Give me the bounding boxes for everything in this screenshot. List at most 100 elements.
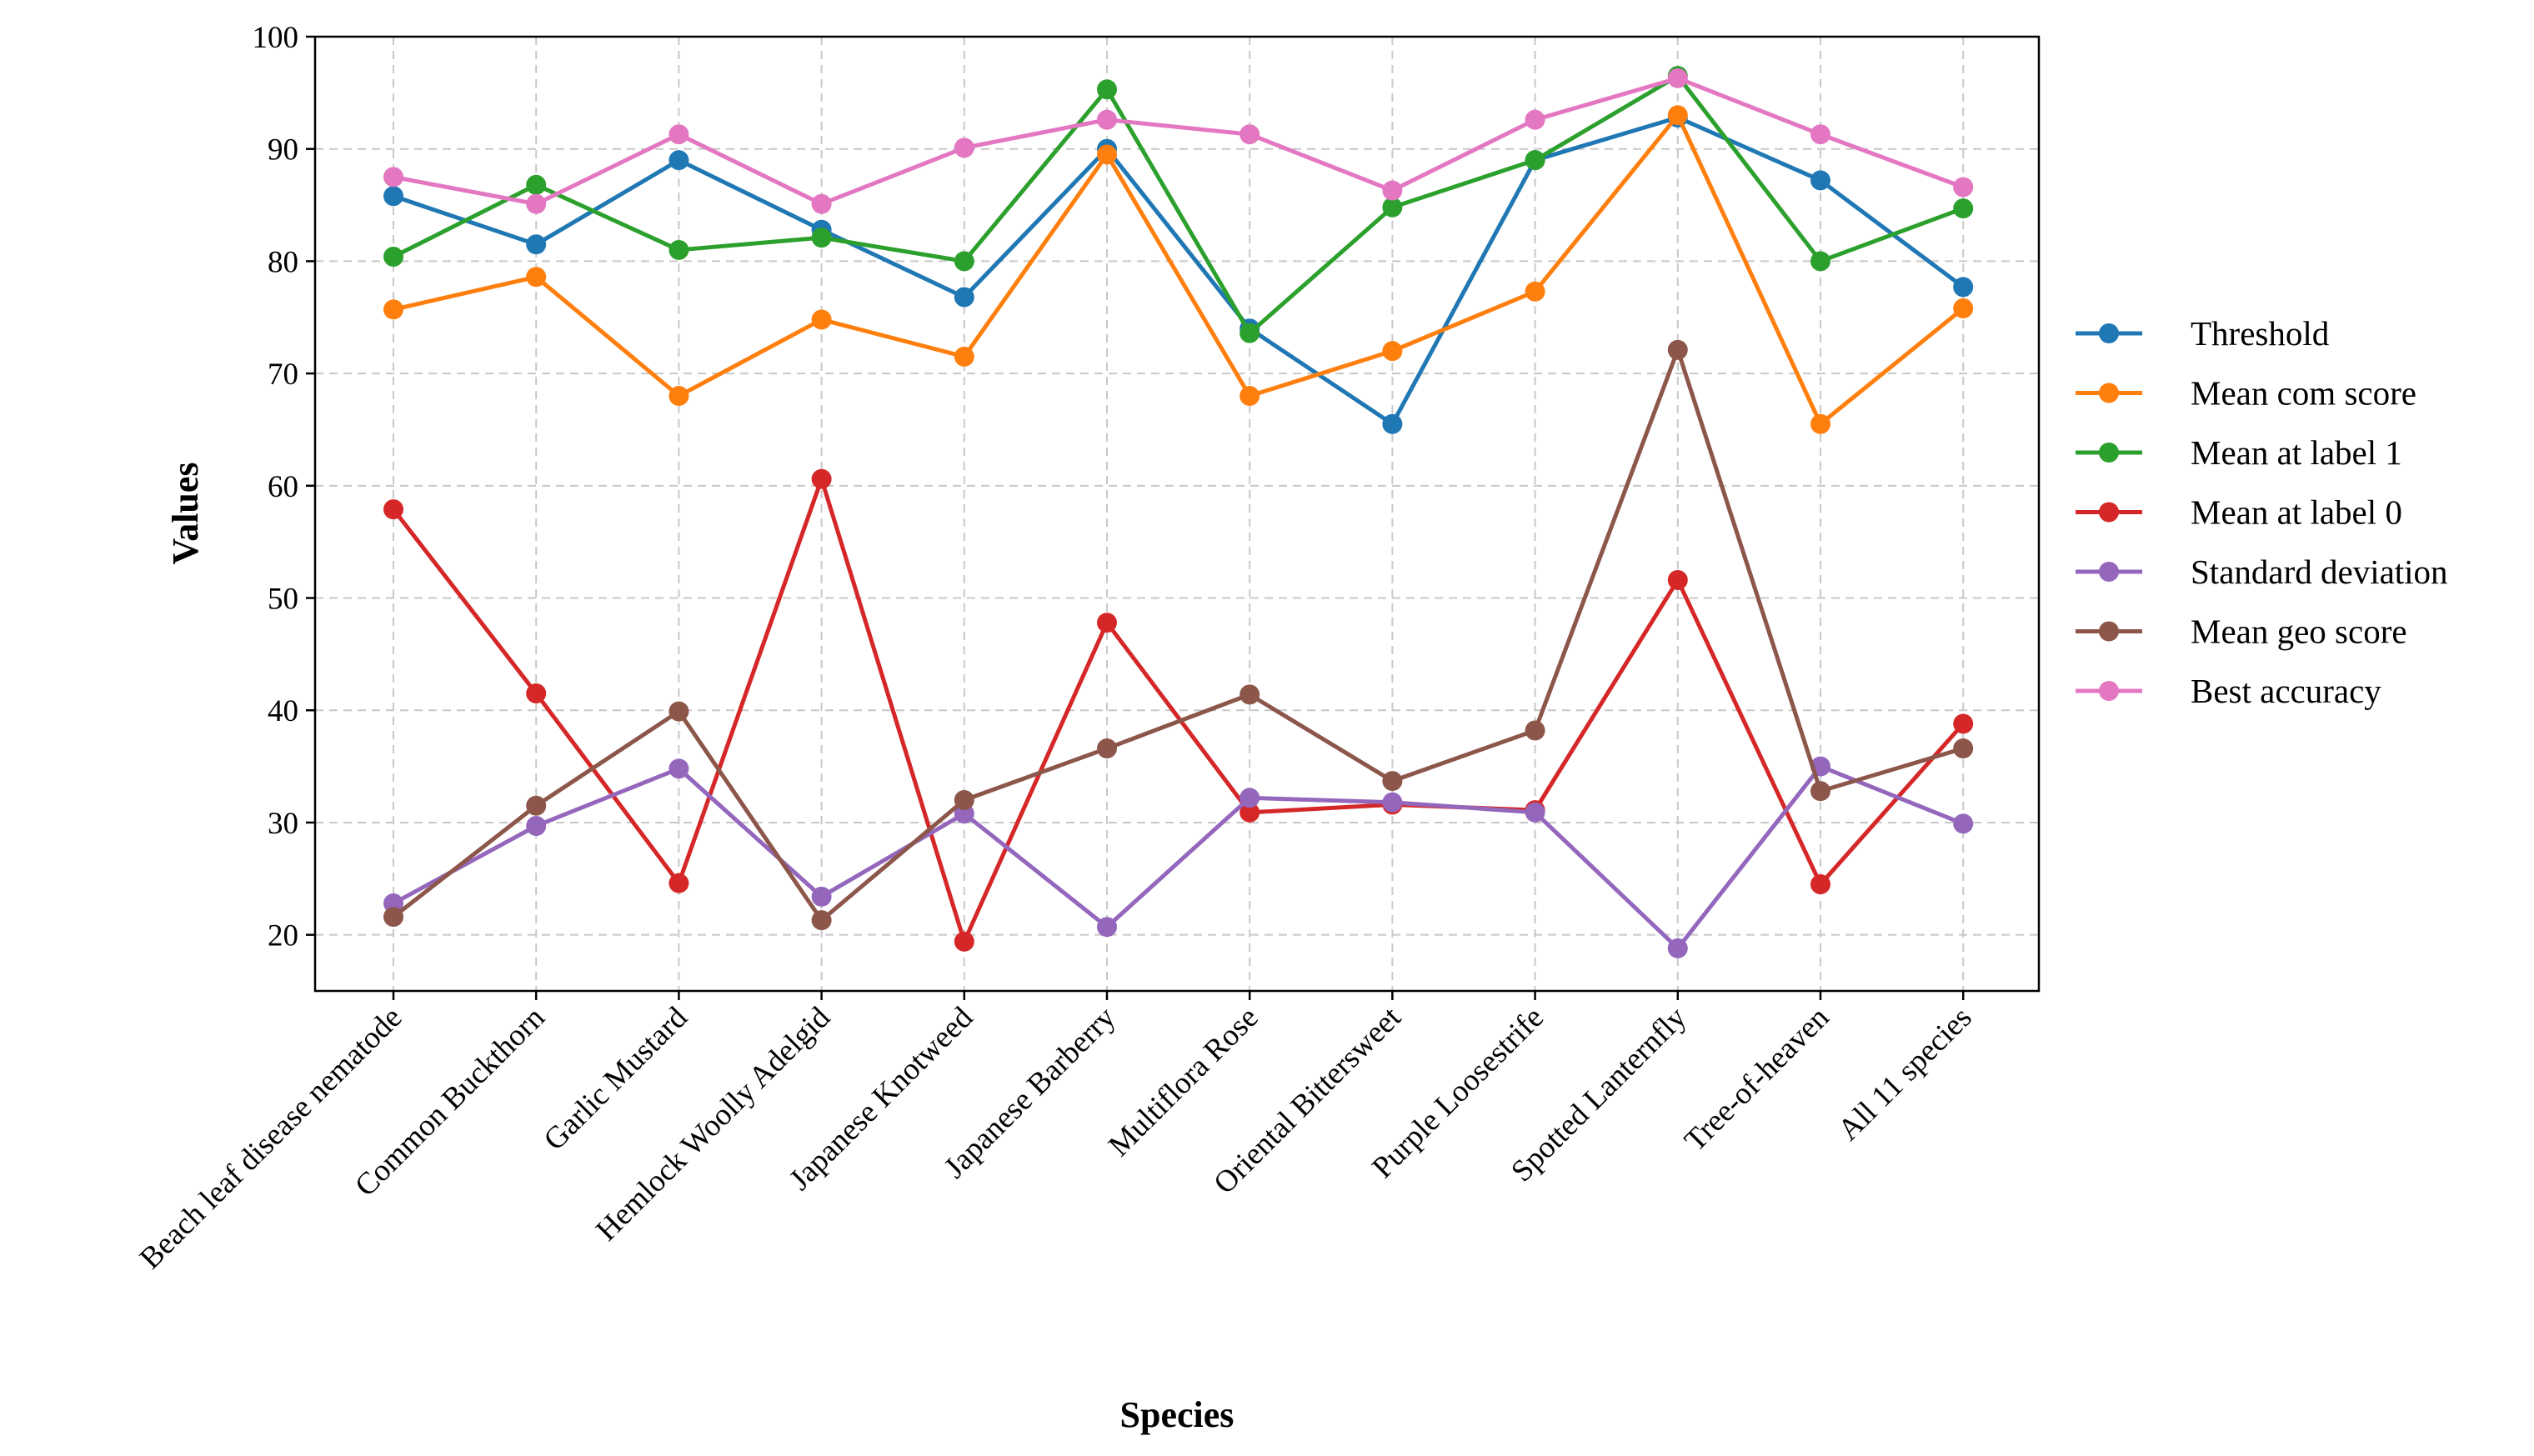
- data-point: [811, 193, 832, 214]
- data-point: [1525, 802, 1545, 823]
- legend-item: Threshold: [2076, 314, 2329, 353]
- y-tick-label: 90: [268, 133, 298, 168]
- data-point: [1097, 144, 1117, 165]
- legend-marker: [2099, 323, 2119, 343]
- series-4: [383, 756, 1974, 958]
- series-5: [383, 339, 1974, 931]
- x-tick-label: Garlic Mustard: [538, 1000, 694, 1157]
- y-tick-label: 100: [253, 21, 299, 55]
- data-point: [1667, 68, 1688, 88]
- data-point: [811, 468, 832, 489]
- legend-item: Best accuracy: [2076, 672, 2381, 710]
- series-0: [383, 107, 1974, 434]
- data-point: [1239, 323, 1260, 343]
- data-point: [1382, 180, 1403, 201]
- legend-marker: [2099, 621, 2119, 642]
- data-point: [1953, 277, 1974, 298]
- data-point: [1382, 341, 1403, 362]
- legend-label: Mean com score: [2191, 374, 2416, 413]
- data-point: [1097, 917, 1117, 938]
- legend-item: Standard deviation: [2076, 553, 2448, 591]
- data-point: [383, 167, 403, 188]
- x-tick-label: Tree-of-heaven: [1678, 1000, 1835, 1158]
- data-point: [1097, 738, 1117, 759]
- y-tick-label: 80: [268, 245, 298, 279]
- data-point: [383, 499, 403, 520]
- data-point: [526, 815, 547, 836]
- data-point: [1810, 874, 1830, 895]
- data-point: [1382, 792, 1403, 813]
- data-point: [669, 386, 689, 407]
- data-point: [954, 790, 974, 810]
- x-tick-label: Multiflora Rose: [1102, 1000, 1264, 1163]
- data-point: [1810, 124, 1830, 145]
- data-point: [954, 346, 974, 367]
- data-point: [1239, 788, 1260, 808]
- data-point: [669, 239, 689, 260]
- data-point: [1953, 713, 1974, 734]
- series-line: [392, 73, 1965, 336]
- x-tick-label: Hemlock Woolly Adelgid: [589, 1000, 837, 1248]
- legend-item: Mean at label 1: [2076, 433, 2402, 472]
- series-line: [392, 764, 1965, 951]
- data-point: [1953, 298, 1974, 318]
- data-point: [811, 309, 832, 330]
- data-point: [1525, 109, 1545, 130]
- data-point: [811, 886, 832, 907]
- data-point: [954, 287, 974, 308]
- data-point: [383, 247, 403, 268]
- data-point: [1667, 339, 1688, 360]
- data-point: [1239, 386, 1260, 407]
- data-point: [669, 124, 689, 145]
- data-point: [1239, 684, 1260, 705]
- y-axis: 20 30 40 50 60 70 80 90 100: [253, 21, 315, 953]
- data-point: [669, 701, 689, 722]
- grid-lines: [315, 36, 2039, 991]
- data-point: [1667, 105, 1688, 126]
- data-point: [1382, 197, 1403, 218]
- data-point: [1667, 569, 1688, 590]
- data-point: [954, 931, 974, 952]
- legend-label: Mean geo score: [2191, 613, 2407, 651]
- data-point: [811, 910, 832, 931]
- data-point: [1382, 771, 1403, 792]
- data-point: [1097, 79, 1117, 100]
- series-line: [392, 348, 1964, 923]
- data-point: [526, 795, 547, 816]
- legend-marker: [2099, 502, 2119, 523]
- legend-label: Threshold: [2191, 314, 2329, 353]
- legend-label: Standard deviation: [2191, 553, 2448, 591]
- legend: Threshold Mean com score Mean at label 1 Me…: [2076, 314, 2448, 710]
- series-2: [383, 66, 1974, 343]
- data-point: [1810, 781, 1830, 802]
- y-tick-label: 20: [268, 919, 298, 953]
- data-point: [1810, 170, 1830, 191]
- data-point: [1953, 738, 1974, 759]
- data-point: [669, 873, 689, 893]
- data-point: [954, 138, 974, 158]
- legend-marker: [2099, 383, 2119, 403]
- y-tick-label: 60: [268, 470, 298, 504]
- data-point: [1097, 109, 1117, 130]
- data-point: [383, 299, 403, 320]
- legend-label: Mean at label 1: [2191, 433, 2402, 472]
- data-point: [669, 758, 689, 779]
- data-point: [526, 234, 547, 255]
- series-line: [393, 113, 1965, 427]
- data-point: [526, 267, 547, 288]
- series-layer: [383, 66, 1974, 958]
- y-tick-label: 50: [268, 583, 298, 617]
- series-line: [393, 76, 1965, 207]
- data-point: [1953, 813, 1974, 834]
- legend-marker: [2099, 562, 2119, 582]
- legend-item: Mean at label 0: [2076, 493, 2402, 532]
- y-tick-label: 40: [268, 694, 298, 728]
- data-point: [1239, 802, 1260, 823]
- legend-label: Best accuracy: [2191, 672, 2381, 710]
- legend-marker: [2099, 681, 2119, 701]
- data-point: [1525, 150, 1545, 171]
- legend-marker: [2099, 443, 2119, 463]
- x-axis-title: Species: [1120, 1394, 1234, 1435]
- legend-item: Mean com score: [2076, 374, 2416, 413]
